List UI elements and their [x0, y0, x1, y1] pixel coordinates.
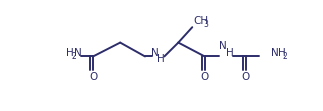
Text: O: O	[242, 72, 250, 82]
Text: N: N	[151, 48, 159, 58]
Text: H: H	[157, 54, 165, 64]
Text: N: N	[219, 41, 227, 51]
Text: CH: CH	[194, 16, 209, 26]
Text: O: O	[201, 72, 209, 82]
Text: H: H	[225, 48, 233, 58]
Text: H: H	[66, 48, 74, 58]
Text: 2: 2	[71, 52, 76, 61]
Text: 3: 3	[204, 20, 209, 29]
Text: N: N	[75, 48, 82, 58]
Text: H: H	[277, 48, 285, 58]
Text: N: N	[271, 48, 279, 58]
Text: O: O	[89, 72, 97, 82]
Text: 2: 2	[283, 52, 288, 61]
